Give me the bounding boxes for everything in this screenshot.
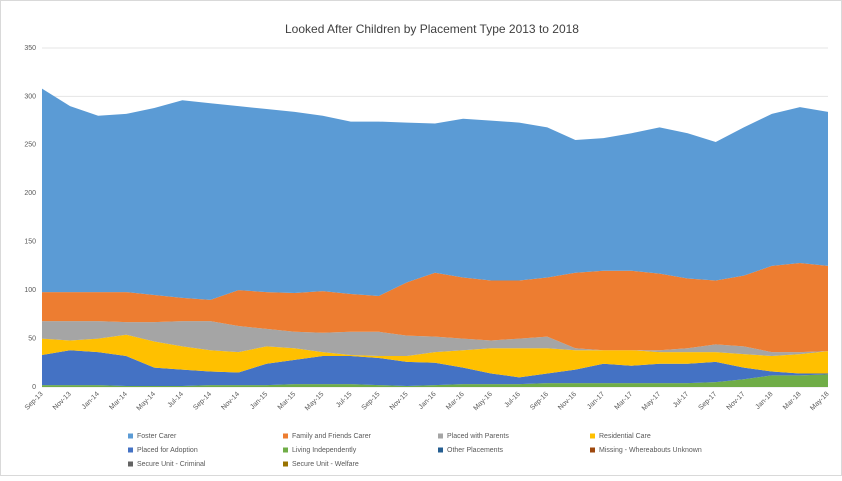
legend-label: Placed for Adoption (137, 447, 198, 454)
area (42, 321, 828, 357)
legend-label: Placed with Parents (447, 433, 509, 440)
y-tick-label: 100 (24, 287, 36, 294)
y-tick-label: 300 (24, 93, 36, 100)
legend-swatch (590, 447, 595, 453)
legend-label: Other Placements (447, 447, 504, 454)
legend-swatch (128, 433, 133, 439)
legend-label: Foster Carer (137, 433, 177, 440)
y-tick-label: 350 (24, 45, 36, 52)
y-tick-label: 150 (24, 239, 36, 246)
area (42, 88, 828, 300)
y-tick-label: 0 (32, 384, 36, 391)
area (42, 263, 828, 353)
legend-label: Residential Care (599, 433, 651, 440)
legend-swatch (283, 433, 288, 439)
legend-swatch (128, 447, 133, 453)
legend-swatch (438, 447, 443, 453)
legend-swatch (438, 433, 443, 439)
legend-swatch (283, 461, 288, 467)
legend-label: Family and Friends Carer (292, 433, 372, 440)
legend-label: Secure Unit - Criminal (137, 461, 206, 468)
legend-label: Secure Unit - Welfare (292, 461, 359, 468)
legend-swatch (283, 447, 288, 453)
y-tick-label: 200 (24, 190, 36, 197)
legend-label: Living Independently (292, 447, 357, 454)
legend-swatch (128, 461, 133, 467)
legend-swatch (590, 433, 595, 439)
legend-label: Missing - Whereabouts Unknown (599, 447, 702, 454)
area (42, 334, 828, 378)
y-tick-label: 50 (28, 335, 36, 342)
area (42, 350, 828, 387)
chart-title: Looked After Children by Placement Type … (285, 22, 579, 36)
area (42, 374, 828, 387)
y-tick-label: 250 (24, 142, 36, 149)
